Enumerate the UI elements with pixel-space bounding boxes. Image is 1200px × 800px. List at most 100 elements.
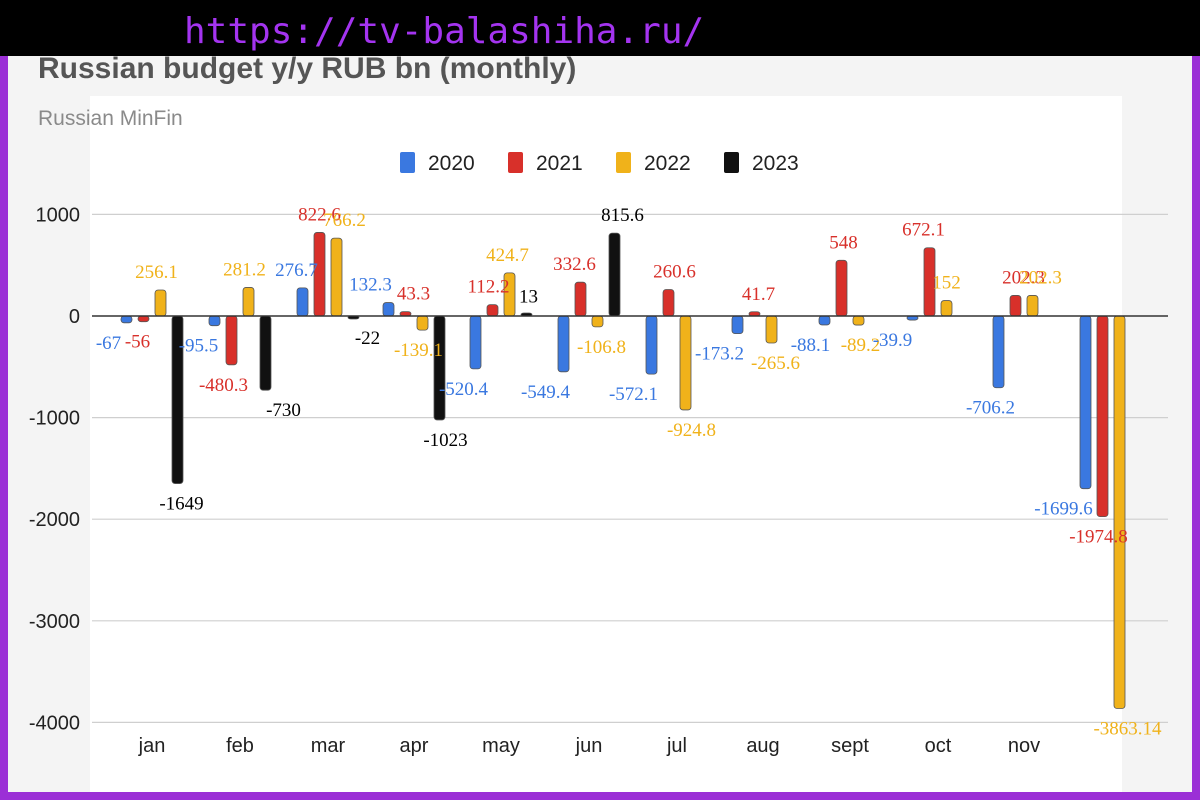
data-label: -924.8 <box>667 420 716 441</box>
data-label: -173.2 <box>695 344 744 365</box>
data-label: -3863.14 <box>1093 718 1162 739</box>
data-label: -520.4 <box>439 379 489 400</box>
data-label: -480.3 <box>199 375 248 396</box>
data-label: -1974.8 <box>1069 527 1128 548</box>
data-label: 41.7 <box>742 284 775 305</box>
data-label: 132.3 <box>349 275 392 296</box>
chart-subtitle: Russian MinFin <box>38 107 183 130</box>
bar-2020-may <box>469 315 482 370</box>
bar-2022-mar <box>330 237 343 317</box>
bar-2020-jan <box>120 315 133 324</box>
category-label: jan <box>138 735 166 757</box>
bar-2022-oct <box>940 300 953 317</box>
data-label: 766.2 <box>323 210 366 231</box>
data-label: -549.4 <box>521 382 571 403</box>
data-label: -730 <box>266 400 301 421</box>
bar-2022-jun <box>591 315 604 328</box>
data-label: -106.8 <box>577 337 626 358</box>
y-tick-label: -4000 <box>29 712 80 734</box>
plot-paper <box>90 96 1122 792</box>
data-label: 815.6 <box>601 205 644 226</box>
data-label: 202.3 <box>1002 267 1045 288</box>
bar-2021-may <box>486 304 499 317</box>
watermark-url: https://tv-balashiha.ru/ <box>184 11 705 52</box>
data-label: 276.7 <box>275 260 318 281</box>
data-label: -265.6 <box>751 353 800 374</box>
bar-2020-feb <box>208 315 221 327</box>
bar-2020-aug <box>731 315 744 334</box>
legend-label-2022: 2022 <box>644 152 691 175</box>
bar-2021-jul <box>662 289 675 317</box>
legend-swatch-2022 <box>616 152 631 173</box>
data-label: 13 <box>519 287 538 308</box>
data-label: 256.1 <box>135 262 178 283</box>
category-label: jun <box>575 735 603 757</box>
data-label: 424.7 <box>486 245 529 266</box>
bar-2021-jan <box>137 315 150 323</box>
data-label: -572.1 <box>609 384 658 405</box>
data-labels: -67 -56 256.1 -1649 -95.5 -480.3 281.2 -730 276.… <box>96 204 1162 739</box>
data-label: 822.6 <box>298 204 341 225</box>
legend: 2020 2021 2022 2023 <box>400 152 799 175</box>
data-label: -1649 <box>159 494 203 515</box>
bar-2020-total <box>1079 315 1092 490</box>
legend-swatch-2023 <box>724 152 739 173</box>
gridlines <box>92 213 1168 724</box>
data-label: 332.6 <box>553 254 596 275</box>
bar-2020-jul <box>645 315 658 375</box>
y-tick-label: -1000 <box>29 408 80 430</box>
bar-2021-total <box>1096 315 1109 518</box>
bar-2022-apr <box>416 315 429 331</box>
category-label: may <box>482 735 520 757</box>
bar-2020-nov <box>992 315 1005 389</box>
data-label: 43.3 <box>397 284 430 305</box>
bar-2022-jan <box>154 289 167 317</box>
y-tick-label: -3000 <box>29 611 80 633</box>
bar-2023-apr <box>433 315 446 421</box>
legend-label-2020: 2020 <box>428 152 475 175</box>
x-axis-categories: jan feb mar apr may jun jul aug sept oct nov <box>138 735 1040 757</box>
y-axis-ticks: 1000 0 -1000 -2000 -3000 -4000 <box>29 204 80 734</box>
data-label: -89.2 <box>841 335 881 356</box>
bar-2022-sept <box>852 315 865 326</box>
data-label: -1023 <box>423 430 467 451</box>
bar-2021-feb <box>225 315 238 366</box>
data-label: 281.2 <box>223 259 266 280</box>
category-label: feb <box>226 735 254 757</box>
data-label: -22 <box>355 328 380 349</box>
bar-2021-sept <box>835 259 848 317</box>
bar-2020-mar <box>296 287 309 317</box>
bar-2020-apr <box>382 302 395 317</box>
legend-label-2023: 2023 <box>752 152 799 175</box>
category-label: aug <box>746 735 779 757</box>
bar-2022-nov <box>1026 295 1039 317</box>
bar-2021-nov <box>1009 295 1022 317</box>
data-label: -67 <box>96 333 121 354</box>
category-label: jul <box>666 735 687 757</box>
data-label: 548 <box>829 232 858 253</box>
y-tick-label: 0 <box>69 306 80 328</box>
data-label: -56 <box>125 332 150 353</box>
data-label: -706.2 <box>966 398 1015 419</box>
watermark-bar: https://tv-balashiha.ru/ <box>0 0 1200 56</box>
y-tick-label: -2000 <box>29 509 80 531</box>
data-label: 260.6 <box>653 262 696 283</box>
category-label: nov <box>1008 735 1040 757</box>
bar-2022-total <box>1113 315 1126 709</box>
data-label: 202.3 <box>1019 267 1062 288</box>
y-tick-label: 1000 <box>36 204 81 226</box>
data-label: -1699.6 <box>1034 499 1093 520</box>
category-label: sept <box>831 735 869 757</box>
bar-2021-jun <box>574 281 587 317</box>
legend-swatch-2020 <box>400 152 415 173</box>
category-label: oct <box>925 735 952 757</box>
bar-2022-aug <box>765 315 778 344</box>
bar-2020-sept <box>818 315 831 326</box>
category-label: apr <box>400 735 429 757</box>
bar-2023-feb <box>259 315 272 391</box>
chart-title: Russian budget y/y RUB bn (monthly) <box>38 52 577 85</box>
data-label: -95.5 <box>179 336 219 357</box>
data-label: -88.1 <box>791 335 831 356</box>
